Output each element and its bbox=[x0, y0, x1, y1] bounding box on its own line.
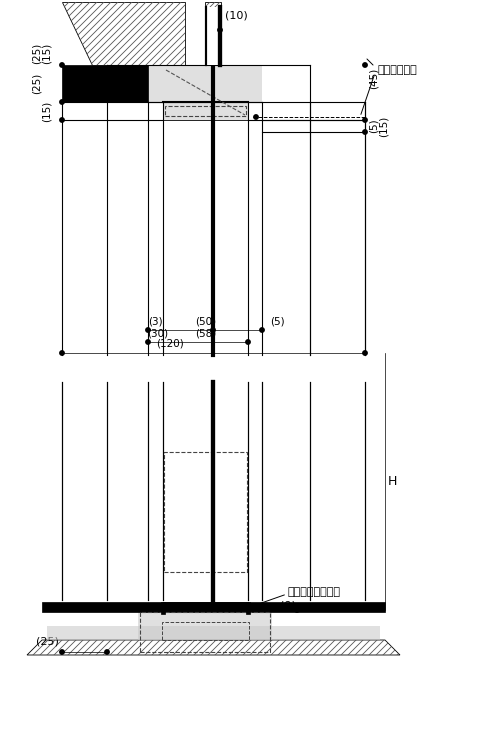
Bar bbox=[163, 102, 248, 120]
Circle shape bbox=[60, 100, 64, 104]
Text: (15): (15) bbox=[379, 116, 389, 136]
Bar bbox=[161, 602, 165, 614]
Bar bbox=[246, 602, 250, 614]
Circle shape bbox=[295, 608, 299, 612]
Bar bbox=[368, 0, 500, 65]
Text: (10): (10) bbox=[225, 10, 248, 20]
Circle shape bbox=[260, 328, 264, 332]
Bar bbox=[164, 452, 247, 572]
Text: (30): (30) bbox=[147, 328, 168, 338]
Circle shape bbox=[218, 28, 222, 32]
Circle shape bbox=[246, 340, 250, 344]
Circle shape bbox=[363, 63, 367, 68]
Text: (120): (120) bbox=[156, 339, 184, 349]
Bar bbox=[162, 622, 249, 640]
Circle shape bbox=[363, 351, 367, 355]
Text: (58): (58) bbox=[195, 328, 216, 338]
Bar bbox=[140, 612, 270, 652]
Circle shape bbox=[146, 340, 150, 344]
Circle shape bbox=[211, 604, 215, 608]
Bar bbox=[206, 7, 220, 65]
Text: H: H bbox=[388, 475, 398, 488]
Polygon shape bbox=[62, 2, 185, 65]
Bar bbox=[90, 65, 262, 102]
Bar bbox=[42, 602, 385, 612]
Text: (15): (15) bbox=[42, 100, 52, 122]
Circle shape bbox=[254, 115, 258, 119]
Bar bbox=[165, 106, 246, 116]
Circle shape bbox=[211, 328, 215, 332]
Bar bbox=[62, 65, 148, 102]
Text: (25): (25) bbox=[32, 42, 42, 64]
Text: (5): (5) bbox=[369, 118, 379, 134]
Circle shape bbox=[146, 328, 150, 332]
Circle shape bbox=[105, 650, 109, 654]
Text: 天井仕上げ面: 天井仕上げ面 bbox=[377, 65, 417, 75]
Text: (45): (45) bbox=[369, 68, 379, 89]
Circle shape bbox=[60, 351, 64, 355]
Text: (9): (9) bbox=[280, 601, 296, 611]
Circle shape bbox=[363, 130, 367, 134]
Text: (50): (50) bbox=[195, 316, 216, 326]
Bar bbox=[47, 626, 380, 640]
Circle shape bbox=[60, 118, 64, 122]
Text: (3): (3) bbox=[148, 316, 163, 326]
Bar bbox=[163, 602, 248, 610]
Text: ヒンジクローザー: ヒンジクローザー bbox=[287, 587, 340, 597]
Polygon shape bbox=[205, 2, 221, 37]
Text: (25): (25) bbox=[36, 636, 59, 646]
Text: (15): (15) bbox=[42, 42, 52, 64]
Text: (25): (25) bbox=[32, 73, 42, 94]
Circle shape bbox=[60, 650, 64, 654]
Bar bbox=[138, 612, 272, 640]
Bar bbox=[0, 0, 42, 750]
Circle shape bbox=[363, 118, 367, 122]
Polygon shape bbox=[27, 640, 400, 655]
Text: (5): (5) bbox=[270, 316, 284, 326]
Circle shape bbox=[60, 63, 64, 68]
Bar bbox=[221, 0, 500, 33]
Bar bbox=[385, 0, 500, 750]
